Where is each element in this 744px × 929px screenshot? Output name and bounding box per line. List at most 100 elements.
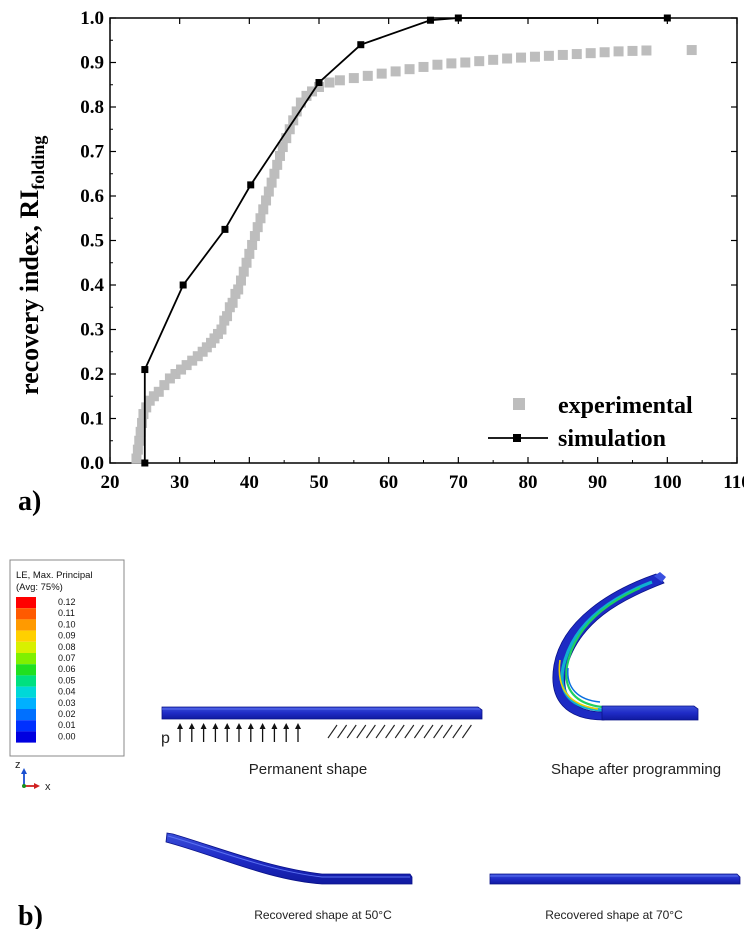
experimental-point — [244, 248, 255, 259]
triad-x-label: x — [45, 781, 51, 793]
experimental-point — [432, 59, 443, 70]
experimental-point — [137, 417, 148, 428]
simulation-series — [141, 14, 671, 467]
x-tick-label: 70 — [449, 472, 468, 493]
legend-swatch — [16, 630, 36, 642]
legend-value: 0.06 — [58, 664, 76, 674]
experimental-point — [474, 56, 485, 67]
legend-swatch — [16, 720, 36, 732]
experimental-point — [516, 52, 527, 63]
y-tick-label: 0.5 — [80, 231, 104, 252]
legend-title: LE, Max. Principal — [16, 570, 93, 581]
experimental-series — [131, 45, 697, 464]
experimental-point — [390, 66, 401, 77]
experimental-point — [222, 311, 233, 322]
experimental-point — [613, 46, 624, 57]
experimental-point — [488, 54, 499, 65]
recovery-index-chart: 0.0 0.1 0.2 0.3 0.4 0.5 0.6 0.7 0.8 0.9 1.0 20 30 40… — [15, 8, 744, 517]
legend-swatch — [16, 709, 36, 721]
experimental-point — [274, 150, 285, 161]
permanent-shape-beam — [161, 706, 483, 720]
fea-simulation-panel: LE, Max. Principal (Avg: 75%) 0.120.110.… — [9, 559, 741, 929]
coordinate-triad-icon: z x — [15, 759, 51, 793]
y-tick-label: 0.9 — [80, 53, 104, 74]
experimental-point — [159, 380, 170, 391]
legend-value: 0.01 — [58, 720, 76, 730]
legend-value: 0.00 — [58, 731, 76, 741]
legend-swatch — [16, 686, 36, 698]
simulation-point — [247, 181, 255, 189]
experimental-point — [216, 324, 227, 335]
experimental-point — [247, 239, 258, 250]
simulation-line — [143, 17, 668, 463]
panel-label-b: b) — [18, 901, 43, 929]
experimental-point — [627, 45, 638, 56]
experimental-point — [284, 124, 295, 135]
legend-swatches — [16, 597, 36, 743]
experimental-point — [266, 177, 277, 188]
legend-swatch — [16, 597, 36, 609]
legend-value: 0.04 — [58, 687, 76, 697]
legend-swatch — [16, 641, 36, 653]
simulation-point — [426, 16, 434, 24]
x-tick-label: 20 — [101, 472, 120, 493]
x-tick-label: 110 — [723, 472, 744, 493]
experimental-point — [446, 58, 457, 69]
experimental-point — [238, 266, 249, 277]
experimental-point — [134, 435, 145, 446]
legend-value: 0.02 — [58, 709, 76, 719]
experimental-point — [291, 106, 302, 117]
legend-value: 0.11 — [58, 608, 75, 618]
simulation-point — [663, 14, 671, 22]
caption-recovered-50: Recovered shape at 50°C — [254, 908, 392, 922]
legend-value: 0.09 — [58, 631, 76, 641]
experimental-point — [599, 47, 610, 58]
caption-recovered-70: Recovered shape at 70°C — [545, 908, 683, 922]
experimental-point — [281, 133, 292, 144]
experimental-point — [585, 48, 596, 59]
legend-simulation-label: simulation — [558, 426, 666, 452]
simulation-point — [315, 79, 323, 87]
experimental-point — [258, 204, 269, 215]
experimental-point — [255, 213, 266, 224]
legend-value: 0.07 — [58, 653, 76, 663]
experimental-point — [641, 45, 652, 56]
caption-programmed-shape: Shape after programming — [551, 761, 721, 778]
legend-swatch — [16, 653, 36, 665]
triad-z-label: z — [15, 759, 21, 771]
legend-swatch — [16, 619, 36, 631]
experimental-point — [348, 73, 359, 84]
panel-label-a: a) — [18, 486, 41, 517]
experimental-point — [376, 68, 387, 79]
experimental-point — [153, 386, 164, 397]
experimental-point — [241, 257, 252, 268]
experimental-point — [164, 373, 175, 384]
experimental-point — [176, 364, 187, 375]
experimental-point — [314, 81, 324, 92]
y-tick-label: 0.6 — [80, 186, 104, 207]
y-tick-label: 0.0 — [80, 453, 104, 474]
experimental-point — [272, 159, 283, 170]
strain-color-legend: LE, Max. Principal (Avg: 75%) 0.120.110.… — [9, 559, 125, 757]
simulation-point — [221, 225, 229, 233]
experimental-point — [362, 70, 373, 81]
experimental-point — [235, 275, 246, 286]
legend-simulation-marker — [513, 434, 521, 442]
experimental-point — [249, 231, 260, 242]
x-tick-label: 100 — [653, 472, 682, 493]
simulation-point — [141, 459, 149, 467]
legend-value: 0.08 — [58, 642, 76, 652]
x-tick-label: 80 — [519, 472, 538, 493]
x-axis-ticks: 20 30 40 50 60 70 80 90 100 110 — [101, 18, 744, 493]
experimental-point — [404, 64, 415, 75]
simulation-point — [454, 14, 462, 22]
recovered-70-beam — [489, 873, 741, 885]
chart-legend: experimental simulation — [488, 393, 693, 452]
experimental-point — [686, 45, 697, 56]
experimental-point — [131, 453, 142, 464]
experimental-point — [187, 355, 198, 366]
caption-permanent-shape: Permanent shape — [249, 761, 367, 778]
experimental-point — [502, 53, 513, 64]
experimental-point — [132, 444, 143, 455]
y-tick-label: 0.3 — [80, 320, 104, 341]
